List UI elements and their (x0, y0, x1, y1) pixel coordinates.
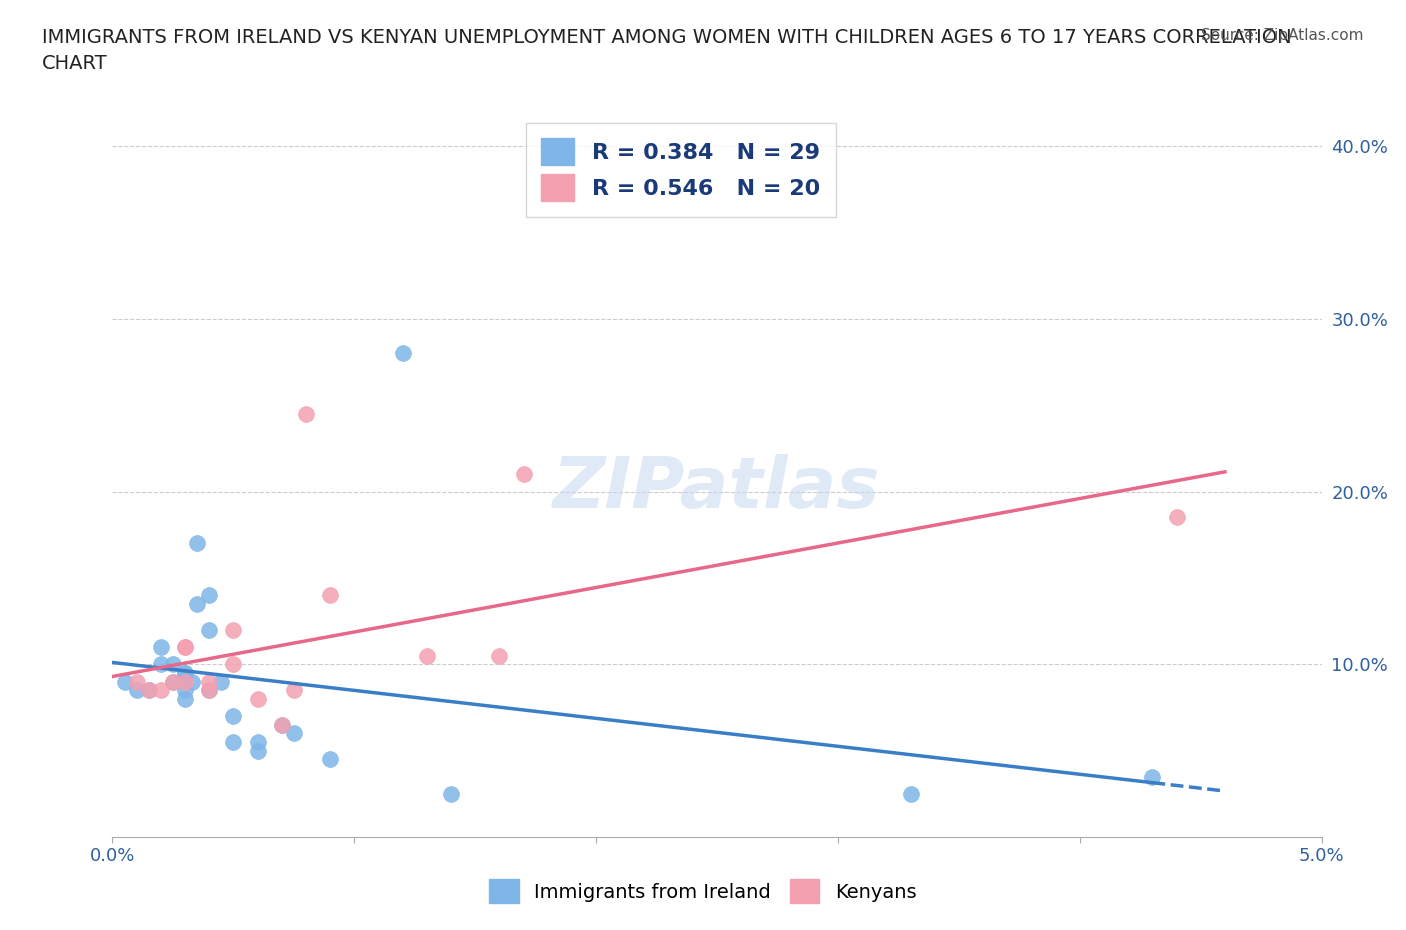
Point (138, 683, 160, 698)
Point (162, 657, 184, 671)
Point (198, 588, 221, 603)
Point (209, 674, 232, 689)
Point (174, 683, 197, 698)
Point (125, 674, 148, 689)
Point (174, 691, 197, 706)
Point (114, 674, 136, 689)
Point (440, 787, 463, 802)
Point (174, 640, 197, 655)
Legend: R = 0.384   N = 29, R = 0.546   N = 20: R = 0.384 N = 29, R = 0.546 N = 20 (526, 123, 837, 217)
Point (174, 666, 197, 681)
Point (149, 657, 172, 671)
Point (186, 536, 208, 551)
Point (222, 622, 245, 637)
Point (416, 648, 439, 663)
Point (295, 406, 318, 421)
Point (246, 743, 269, 758)
Text: ZIPatlas: ZIPatlas (554, 455, 880, 524)
Point (391, 346, 413, 361)
Point (512, 467, 534, 482)
Point (162, 674, 184, 689)
Point (138, 683, 160, 698)
Point (283, 726, 305, 741)
Point (283, 683, 305, 698)
Point (186, 596, 208, 611)
Legend: Immigrants from Ireland, Kenyans: Immigrants from Ireland, Kenyans (482, 871, 924, 911)
Point (149, 640, 172, 655)
Point (222, 709, 245, 724)
Point (125, 683, 148, 698)
Point (174, 674, 197, 689)
Point (1166, 510, 1188, 525)
Point (270, 717, 292, 732)
Point (246, 691, 269, 706)
Point (900, 787, 922, 802)
Point (246, 735, 269, 750)
Point (174, 666, 197, 681)
Point (174, 640, 197, 655)
Point (198, 683, 221, 698)
Point (198, 674, 221, 689)
Point (222, 735, 245, 750)
Text: IMMIGRANTS FROM IRELAND VS KENYAN UNEMPLOYMENT AMONG WOMEN WITH CHILDREN AGES 6 : IMMIGRANTS FROM IRELAND VS KENYAN UNEMPL… (42, 28, 1292, 73)
Point (198, 683, 221, 698)
Point (162, 674, 184, 689)
Point (319, 751, 342, 766)
Text: Source: ZipAtlas.com: Source: ZipAtlas.com (1201, 28, 1364, 43)
Point (181, 674, 204, 689)
Point (270, 717, 292, 732)
Point (149, 683, 172, 698)
Point (319, 588, 342, 603)
Point (1142, 769, 1164, 784)
Point (222, 657, 245, 671)
Point (488, 648, 510, 663)
Point (198, 622, 221, 637)
